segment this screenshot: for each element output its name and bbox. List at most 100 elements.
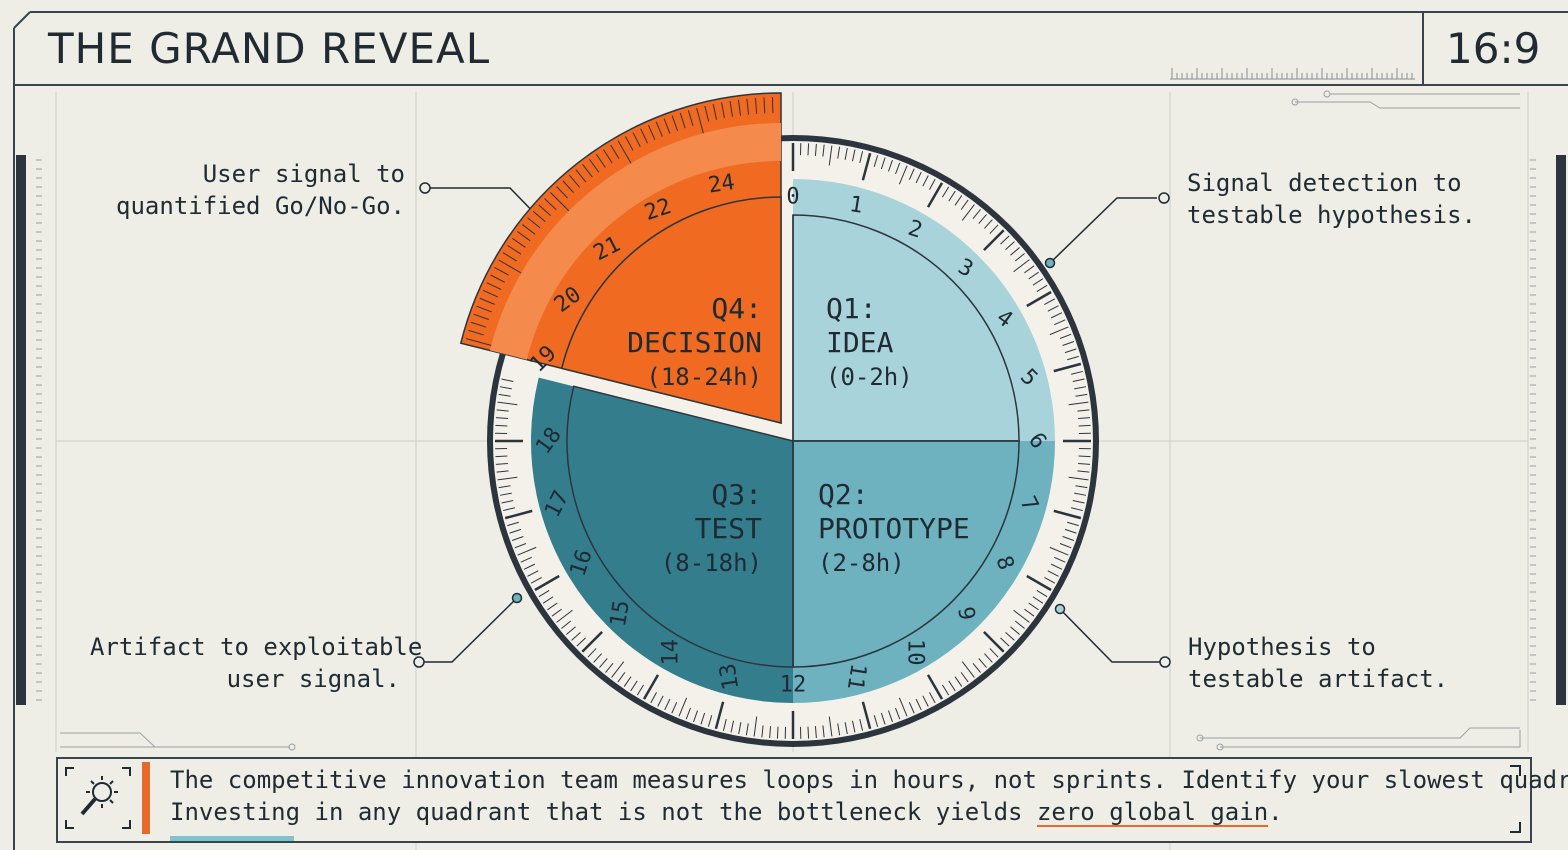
quadrant-q1-label: Q1: IDEA (0-2h) [826,292,913,394]
q4-tick [671,115,678,131]
dial-tick [581,631,603,653]
dial-tick [769,726,772,739]
dial-tick [1078,424,1091,427]
q4-tick [721,102,725,119]
footer-line-1: The competitive innovation team measures… [170,766,1568,794]
q4-tick [632,132,641,148]
footer-line-2-prefix: Investing in any quadrant that is not th… [170,798,1037,826]
dial-tick [497,476,518,481]
dial-tick [1014,620,1025,629]
dial-tick [1070,507,1083,512]
dial-tick [1064,528,1077,534]
dial-tick [551,608,562,617]
dial-tick [859,718,864,731]
hour-label: 14 [659,639,684,666]
dial-tick [1044,577,1056,584]
dial-tick [822,725,825,738]
dial-tick [1054,556,1066,563]
q4-tick [729,100,733,117]
dial-tick [1026,574,1052,592]
dial-tick [1078,462,1091,465]
dial-tick [501,499,514,504]
quadrant-q2-ring [793,441,1055,703]
q4-tick [538,204,551,216]
dial-tick [1026,290,1052,308]
quadrant-q3-ring [531,377,793,703]
dial-tick [960,199,969,210]
q4-tick [468,329,484,336]
q4-tick [603,149,613,164]
dial-tick [887,710,893,723]
dial-tick [1068,476,1089,481]
footer-panel [56,757,1532,843]
dial-tick [1024,608,1035,617]
dial-tick [623,676,632,687]
dial-tick [929,178,936,190]
dial-tick [887,159,893,172]
hour-label: 13 [715,662,744,692]
q4-tick [482,289,499,298]
dial-tick [571,631,581,641]
q4-tick [522,224,536,235]
dial-tick [657,695,664,707]
dial-tick [566,626,576,635]
callout-line: quantified Go/No-Go. [116,192,405,220]
q1-code: Q1: [826,292,877,325]
q4-tick [640,128,648,144]
q3-code: Q3: [711,478,762,511]
dial-tick [1077,409,1090,412]
dial-tick [1059,543,1072,549]
q4-tick [763,97,766,114]
dial-tick [898,697,908,717]
dial-tick [520,556,532,563]
q4-tick [465,338,492,346]
dial-tick [828,145,833,166]
footer-highlight: zero global gain [1036,798,1269,826]
dial-tick [650,692,657,704]
dial-tick [983,653,993,663]
callout-line: Artifact to exploitable [90,633,423,661]
dial-tick [664,698,671,711]
quadrant-q3-label: Q3: TEST (8-18h) [610,478,762,580]
q4-tick [575,169,587,183]
dial-tick [1000,637,1010,647]
dial-tick [611,661,625,678]
dial-tick [504,509,533,520]
dial-tick [1054,319,1066,326]
dial-tick [1078,455,1091,458]
dial-tick [960,672,969,683]
hour-label: 12 [780,673,807,698]
q4-tick [617,140,632,164]
q4-tick [647,124,656,141]
dial-tick [496,470,509,473]
dial-tick [678,697,688,717]
dial-tick [538,590,550,598]
dial-tick [922,695,929,707]
quadrant-q1-ring [793,179,1055,441]
footer-text: The competitive innovation team measures… [170,764,1568,828]
dial-tick [1036,284,1048,292]
q4-code: Q4: [711,292,762,325]
dial-tick [1062,535,1075,541]
dial-tick [880,712,886,725]
dial-tick [1032,278,1044,286]
dial-tick [851,149,856,162]
dial-tick [1067,521,1079,527]
dial-tick [1077,470,1090,473]
dial-tick [837,723,841,736]
q4-tick [712,104,718,120]
dial-tick [722,718,727,731]
dial-tick [642,674,660,700]
footer-line-2-suffix: . [1268,798,1283,826]
callout-top-right: Signal detection to testable hypothesis. [1187,167,1476,231]
dial-tick [514,543,527,549]
dial-tick [498,393,511,397]
dial-tick [873,155,879,167]
dial-tick [517,546,537,556]
callout-line: testable hypothesis. [1187,201,1476,229]
callout-top-left: User signal to quantified Go/No-Go. [110,158,405,222]
dial-tick [915,171,922,184]
dial-tick [880,157,886,170]
dial-tick [1014,253,1025,262]
